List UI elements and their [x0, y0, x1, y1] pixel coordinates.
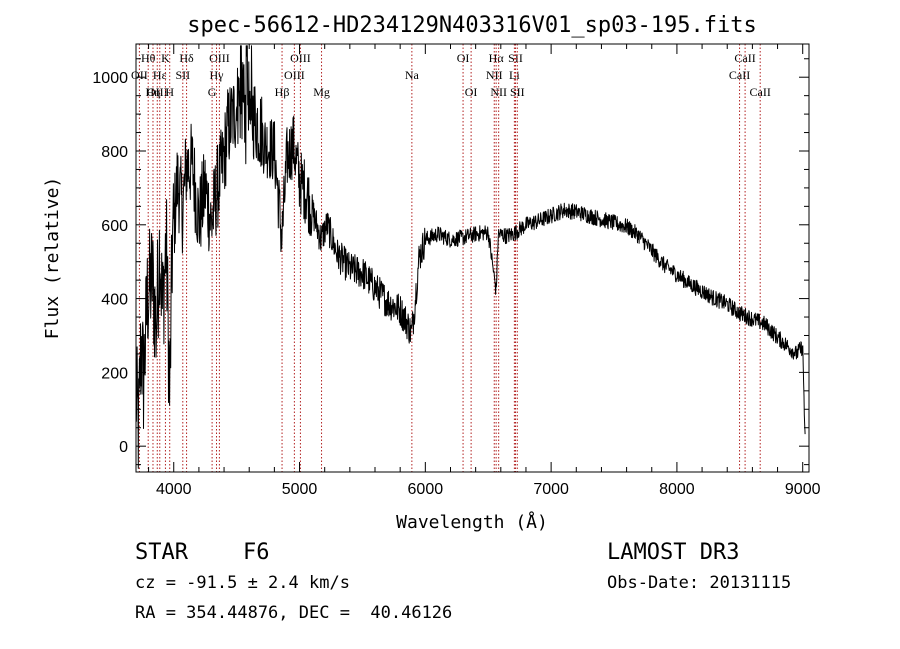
- object-class: STAR: [135, 540, 188, 565]
- y-axis-label: Flux (relative): [42, 177, 63, 340]
- spectral-line-label-17: OI: [457, 51, 470, 65]
- spectral-line-label-5: Hη: [146, 85, 161, 99]
- spectrum-line: [135, 45, 806, 469]
- chart-title: spec-56612-HD234129N403316V01_sp03-195.f…: [187, 13, 757, 38]
- spectral-line-label-18: OI: [465, 85, 478, 99]
- plot-frame: [135, 43, 810, 473]
- x-axis-label: Wavelength (Å): [396, 511, 548, 533]
- spectrum-chart: spec-56612-HD234129N403316V01_sp03-195.f…: [42, 13, 821, 533]
- spectral-line-label-3: Hε: [153, 68, 167, 82]
- x-tick-label-8000: 8000: [659, 481, 695, 498]
- spectral-line-label-0: Hθ: [141, 51, 156, 65]
- x-tick-label-7000: 7000: [533, 481, 569, 498]
- spectral-line-label-22: SII: [508, 51, 523, 65]
- y-tick-label-200: 200: [101, 365, 128, 382]
- spectral-line-label-27: CaII: [750, 85, 771, 99]
- spectral-line-label-4: K: [161, 51, 170, 65]
- spectral-line-label-2: OIII: [147, 85, 168, 99]
- redshift-velocity: cz = -91.5 ± 2.4 km/s: [135, 573, 350, 593]
- x-tick-label-6000: 6000: [408, 481, 444, 498]
- y-tick-label-0: 0: [119, 439, 128, 456]
- spectral-line-label-24: SII: [510, 85, 525, 99]
- x-tick-label-4000: 4000: [156, 481, 192, 498]
- spectral-line-label-21: NII: [490, 85, 507, 99]
- spectral-line-label-13: OIII: [290, 51, 311, 65]
- spectral-line-label-11: G: [208, 85, 217, 99]
- spectral-line-label-26: CaII: [729, 68, 750, 82]
- spectral-line-label-16: Na: [405, 68, 420, 82]
- y-tick-label-600: 600: [101, 218, 128, 235]
- sky-coordinates: RA = 354.44876, DEC = 40.46126: [135, 603, 453, 623]
- axis-ticks: 4000 5000 6000 7000 8000 9000 0 200 400 600 800 100…: [92, 44, 821, 498]
- spectral-line-label-19: Hα: [489, 51, 505, 65]
- spectral-line-label-9: OIII: [209, 51, 230, 65]
- spectral-line-label-6: H: [165, 85, 174, 99]
- spectral-line-label-25: CaII: [734, 51, 755, 65]
- survey-name: LAMOST DR3: [607, 540, 740, 565]
- object-subclass: F6: [243, 540, 270, 565]
- y-tick-label-800: 800: [101, 144, 128, 161]
- spectral-line-label-20: NII: [486, 68, 503, 82]
- spectral-line-label-7: Hδ: [179, 51, 194, 65]
- spectral-line-label-10: Hγ: [210, 68, 225, 82]
- spectral-line-label-12: Hβ: [275, 85, 290, 99]
- x-tick-label-5000: 5000: [282, 481, 318, 498]
- y-tick-label-1000: 1000: [92, 70, 128, 87]
- spectral-line-label-8: SII: [175, 68, 190, 82]
- observation-date: Obs-Date: 20131115: [607, 573, 792, 593]
- spectral-line-label-15: Mg: [313, 85, 330, 99]
- spectral-line-label-23: Li: [509, 68, 520, 82]
- y-tick-label-400: 400: [101, 292, 128, 309]
- spectral-line-label-1: OII: [131, 68, 148, 82]
- spectral-line-label-14: OIII: [284, 68, 305, 82]
- x-tick-label-9000: 9000: [785, 481, 821, 498]
